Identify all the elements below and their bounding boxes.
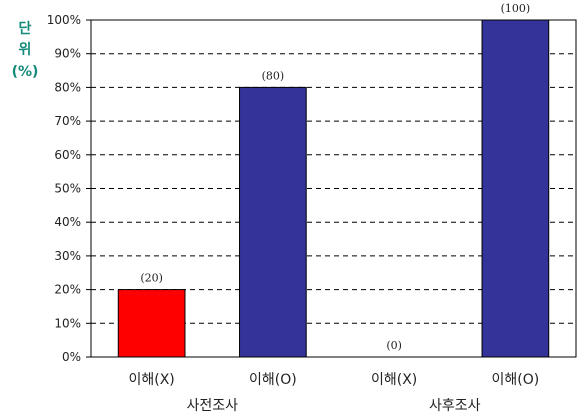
y-tick-label: 70%: [54, 114, 81, 128]
y-tick-label: 60%: [54, 148, 81, 162]
data-label: (0): [386, 339, 402, 352]
x-group-label: 사후조사: [429, 398, 481, 414]
x-category-label: 이해(O): [492, 372, 540, 388]
unit-label-line-2: 위: [19, 42, 32, 58]
data-label: (20): [140, 272, 163, 285]
y-axis-ticks: 0% 10% 20% 30% 40% 50% 60% 70% 80% 90% 100%: [47, 13, 91, 364]
unit-label-line-1: 단: [19, 20, 32, 37]
y-tick-label: 10%: [54, 316, 81, 330]
y-tick-label: 20%: [54, 283, 81, 297]
data-label: (80): [262, 69, 285, 82]
bar: [481, 19, 550, 358]
x-category-label: 이해(O): [249, 372, 297, 388]
y-tick-label: 0%: [62, 350, 81, 364]
data-label: (100): [501, 2, 531, 15]
x-category-label: 이해(X): [371, 372, 417, 388]
x-category-label: 이해(X): [128, 372, 174, 388]
unit-label: 단 위 (%): [12, 20, 39, 80]
y-tick-label: 80%: [54, 80, 81, 94]
unit-label-line-3: (%): [12, 64, 39, 80]
x-axis-categories: 이해(X) 이해(O) 이해(X) 이해(O): [128, 372, 539, 388]
y-tick-label: 30%: [54, 249, 81, 263]
x-group-label: 사전조사: [186, 398, 238, 414]
data-labels: (20) (80) (0) (100): [140, 2, 530, 352]
y-tick-label: 40%: [54, 215, 81, 229]
y-tick-label: 90%: [54, 47, 81, 61]
x-axis-groups: 사전조사 사후조사: [186, 398, 480, 414]
y-tick-label: 100%: [47, 13, 81, 27]
y-tick-label: 50%: [54, 182, 81, 196]
bars: [117, 19, 550, 358]
bar: [239, 86, 307, 358]
bar: [117, 289, 186, 358]
